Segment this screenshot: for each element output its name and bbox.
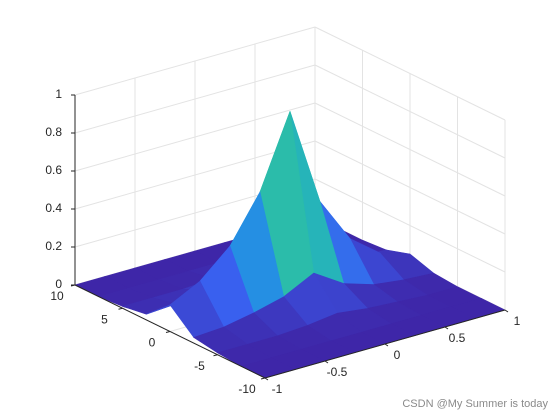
grid-line	[74, 26, 316, 96]
y-tick	[118, 307, 123, 310]
x-tick-label: 1	[514, 314, 521, 328]
x-tick	[264, 377, 269, 381]
grid-line	[314, 26, 506, 121]
x-tick-label: -1	[272, 382, 283, 396]
y-tick	[260, 377, 266, 380]
x-tick-label: 0	[394, 348, 401, 362]
x-tick	[444, 326, 449, 330]
z-tick-label: 0.2	[45, 239, 62, 253]
grid-line	[314, 64, 506, 159]
x-tick	[504, 309, 509, 313]
y-tick-label: 10	[50, 289, 64, 303]
grid-line	[314, 102, 506, 197]
y-tick-label: -5	[194, 359, 205, 373]
z-tick-label: 0.4	[45, 201, 62, 215]
x-tick-label: 0.5	[449, 331, 466, 345]
grid-line	[74, 64, 316, 134]
z-tick-label: 0.6	[45, 163, 62, 177]
y-tick-label: -10	[238, 382, 256, 396]
y-tick-label: 5	[101, 312, 108, 326]
grid-line	[314, 140, 506, 235]
y-tick	[213, 354, 218, 357]
z-tick-label: 1	[55, 87, 62, 101]
grid-line	[74, 102, 316, 172]
x-tick-label: -0.5	[327, 365, 348, 379]
grid-line	[314, 178, 506, 273]
y-tick-label: 0	[149, 336, 156, 350]
x-tick	[384, 343, 389, 347]
surface	[74, 111, 506, 379]
watermark: CSDN @My Summer is today	[402, 398, 548, 410]
y-tick	[165, 331, 171, 333]
x-tick	[324, 360, 329, 364]
z-tick-label: 0.8	[45, 125, 62, 139]
z-tick-label: 0	[55, 277, 62, 291]
